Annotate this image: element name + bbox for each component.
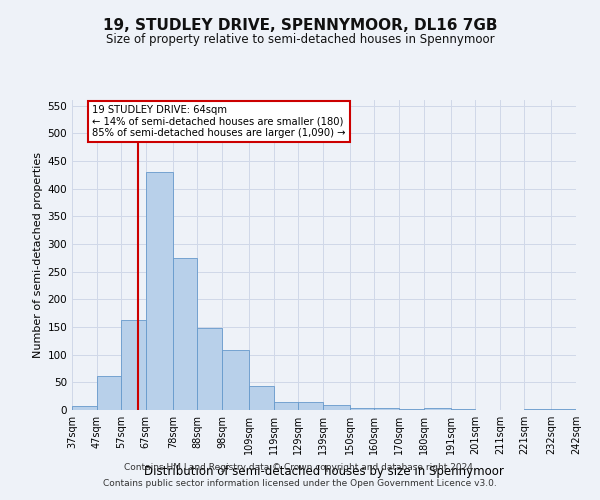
Bar bbox=[197, 328, 222, 410]
Bar bbox=[97, 376, 121, 410]
Text: 19 STUDLEY DRIVE: 64sqm
← 14% of semi-detached houses are smaller (180)
85% of s: 19 STUDLEY DRIVE: 64sqm ← 14% of semi-de… bbox=[92, 104, 346, 138]
Bar bbox=[323, 405, 350, 410]
Bar bbox=[173, 258, 197, 410]
Bar bbox=[222, 350, 249, 410]
X-axis label: Distribution of semi-detached houses by size in Spennymoor: Distribution of semi-detached houses by … bbox=[144, 466, 504, 478]
Bar bbox=[274, 402, 298, 410]
Text: Size of property relative to semi-detached houses in Spennymoor: Size of property relative to semi-detach… bbox=[106, 32, 494, 46]
Text: Contains HM Land Registry data © Crown copyright and database right 2024.: Contains HM Land Registry data © Crown c… bbox=[124, 464, 476, 472]
Bar bbox=[121, 320, 146, 410]
Y-axis label: Number of semi-detached properties: Number of semi-detached properties bbox=[33, 152, 43, 358]
Bar bbox=[249, 386, 274, 410]
Bar bbox=[524, 409, 551, 410]
Bar bbox=[146, 172, 173, 410]
Bar bbox=[374, 408, 399, 410]
Text: Contains public sector information licensed under the Open Government Licence v3: Contains public sector information licen… bbox=[103, 478, 497, 488]
Bar bbox=[298, 402, 323, 410]
Bar bbox=[72, 406, 97, 410]
Text: 19, STUDLEY DRIVE, SPENNYMOOR, DL16 7GB: 19, STUDLEY DRIVE, SPENNYMOOR, DL16 7GB bbox=[103, 18, 497, 32]
Bar bbox=[424, 408, 451, 410]
Bar bbox=[350, 408, 374, 410]
